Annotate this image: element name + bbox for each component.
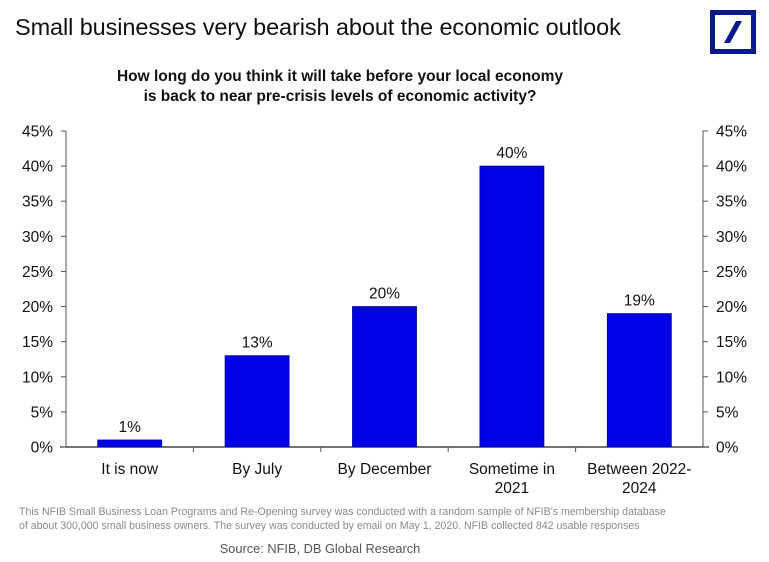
chart-subtitle-line-2: is back to near pre-crisis levels of eco… — [143, 88, 537, 105]
x-tick-label: 2021 — [495, 480, 529, 497]
bar — [606, 313, 672, 448]
y-tick-label-right: 5% — [716, 404, 739, 421]
y-tick-label-right: 10% — [716, 369, 747, 386]
chart-bars — [97, 165, 672, 448]
slash-logo-icon — [724, 21, 742, 43]
y-tick-label-left: 45% — [22, 124, 53, 141]
data-label: 1% — [118, 419, 141, 436]
y-tick-label-left: 15% — [22, 334, 53, 351]
footnote-line-1: This NFIB Small Business Loan Programs a… — [19, 506, 666, 518]
chart-labels: 0% 0% 5% 5% 10% 10% 15% 15% 20% 20% 25% 25% 30% 30% 35… — [22, 124, 747, 498]
page-title: Small businesses very bearish about the … — [15, 14, 621, 40]
chart-subtitle-line-1: How long do you think it will take befor… — [116, 68, 564, 85]
y-tick-label-left: 20% — [22, 299, 53, 316]
bar — [352, 306, 417, 448]
y-tick-label-right: 35% — [716, 194, 747, 211]
deutsche-bank-logo — [710, 10, 756, 54]
x-tick-label: Between 2022- — [587, 461, 691, 478]
bar — [97, 439, 163, 448]
x-tick-label: By December — [338, 461, 432, 478]
y-tick-label-right: 20% — [716, 299, 747, 316]
y-tick-label-right: 30% — [716, 229, 747, 246]
data-label: 19% — [624, 293, 655, 310]
data-label: 40% — [496, 145, 527, 162]
y-tick-label-right: 25% — [716, 264, 747, 281]
data-label: 20% — [369, 286, 400, 303]
y-tick-label-left: 10% — [22, 369, 53, 386]
bar — [479, 165, 545, 448]
y-tick-label-left: 30% — [22, 229, 53, 246]
y-tick-label-left: 25% — [22, 264, 53, 281]
x-tick-label: By July — [232, 461, 282, 478]
bar — [224, 355, 290, 448]
y-tick-label-left: 40% — [22, 159, 53, 176]
x-tick-label: It is now — [101, 461, 159, 478]
footnote-line-2: of about 300,000 small business owners. … — [19, 519, 640, 532]
bar-chart: 0% 0% 5% 5% 10% 10% 15% 15% 20% 20% 25% 25% 30% 30% 35… — [22, 124, 747, 498]
y-tick-label-right: 40% — [716, 159, 747, 176]
y-tick-label-right: 15% — [716, 334, 747, 351]
y-tick-label-right: 0% — [716, 440, 739, 457]
source-note: Source: NFIB, DB Global Research — [219, 541, 421, 556]
survey-footnote: This NFIB Small Business Loan Programs a… — [19, 506, 759, 533]
x-tick-label: Sometime in — [469, 461, 555, 478]
y-tick-label-left: 5% — [31, 404, 54, 421]
chart-subtitle: How long do you think it will take befor… — [0, 67, 680, 107]
y-tick-label-left: 0% — [31, 440, 54, 457]
y-tick-label-left: 35% — [22, 194, 53, 211]
x-tick-label: 2024 — [622, 480, 657, 497]
y-tick-label-right: 45% — [716, 124, 747, 141]
data-label: 13% — [242, 335, 273, 352]
